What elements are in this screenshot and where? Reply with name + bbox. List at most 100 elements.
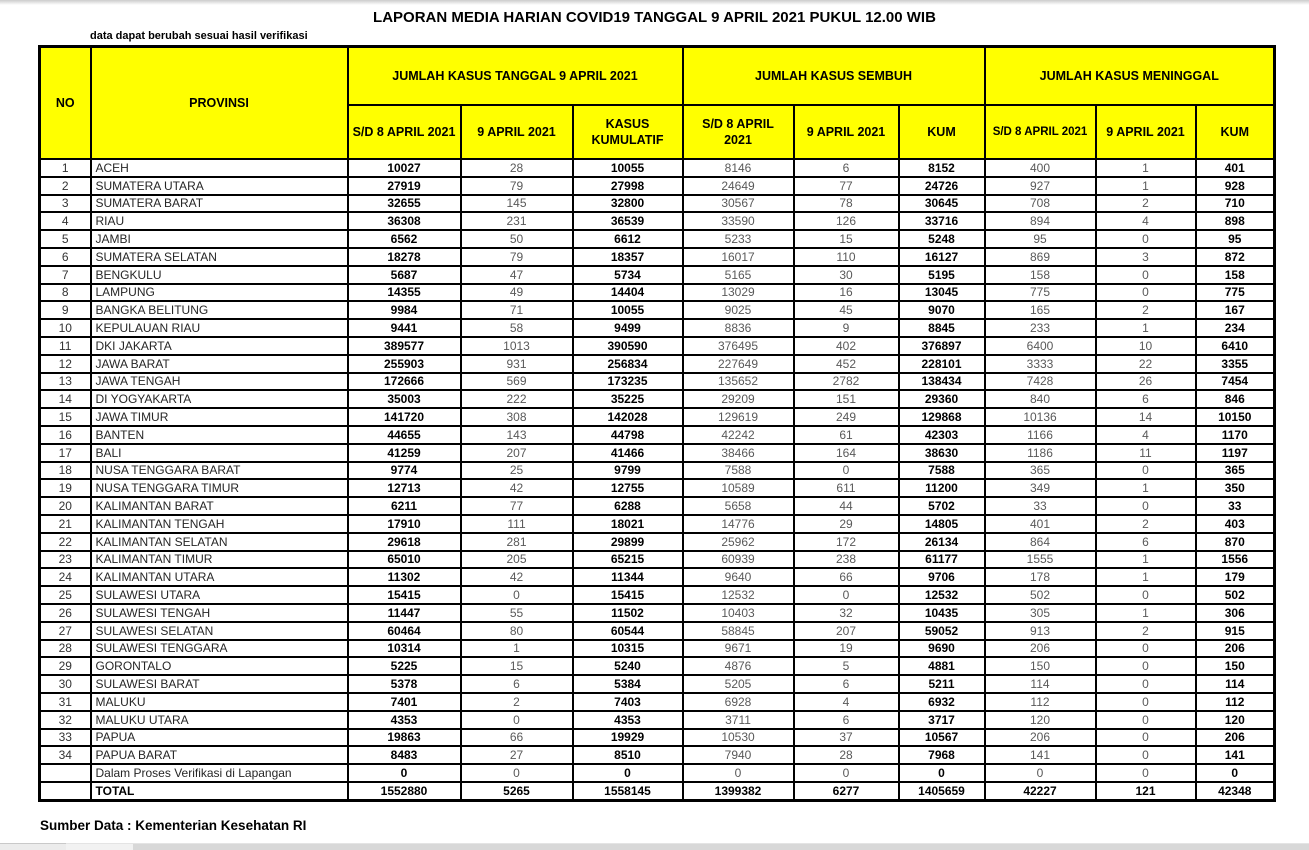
- cell-value: 60544: [571, 620, 684, 641]
- table-row: 28 SULAWESI TENGGARA 10314 1 10315 9671 19 9690…: [38, 638, 1276, 659]
- cell-value: 143: [459, 424, 574, 445]
- cell-value: 65010: [346, 549, 462, 570]
- cell-value: 7454: [1194, 371, 1276, 392]
- table-row: 12 JAWA BARAT 255903 931 256834 227649 452 2281…: [38, 353, 1276, 374]
- province-name: MALUKU UTARA: [89, 709, 349, 730]
- cell-value: 1170: [1194, 424, 1276, 445]
- cell-value: 44655: [346, 424, 462, 445]
- cell-value: 11200: [897, 478, 986, 499]
- cell-value: 256834: [571, 353, 684, 374]
- province-name: BALI: [89, 442, 349, 463]
- table-row: 20 KALIMANTAN BARAT 6211 77 6288 5658 44 5702 33…: [38, 496, 1276, 516]
- subheader-meninggal-9apr: 9 APRIL 2021: [1094, 104, 1197, 160]
- header-group-sembuh: JUMLAH KASUS SEMBUH: [681, 45, 986, 106]
- cell-value: 308: [459, 407, 574, 427]
- cell-value: 178: [983, 567, 1097, 588]
- cell-value: 5240: [571, 656, 684, 677]
- cell-value: 206: [983, 638, 1097, 659]
- cell-value: 6410: [1194, 335, 1276, 356]
- row-number: [38, 780, 92, 802]
- cell-value: 7588: [897, 460, 986, 481]
- cell-value: 249: [792, 407, 900, 427]
- table-row: 7 BENGKULU 5687 47 5734 5165 30 5195 158 0 158: [38, 264, 1276, 285]
- cell-value: 8483: [346, 745, 462, 766]
- cell-value: 0: [1094, 709, 1197, 730]
- cell-value: 5384: [571, 674, 684, 694]
- table-row: 21 KALIMANTAN TENGAH 17910 111 18021 14776 29 1…: [38, 513, 1276, 534]
- cell-value: 65215: [571, 549, 684, 570]
- cell-value: 1: [1094, 158, 1197, 178]
- cell-value: 10027: [346, 158, 462, 178]
- cell-value: 11502: [571, 602, 684, 623]
- province-name: TOTAL: [89, 780, 349, 802]
- row-number: 5: [38, 229, 92, 249]
- cell-value: 5: [792, 656, 900, 677]
- cell-value: 44798: [571, 424, 684, 445]
- province-name: PAPUA: [89, 727, 349, 748]
- row-number: 33: [38, 727, 92, 748]
- cell-value: 58845: [681, 620, 795, 641]
- cell-value: 35225: [571, 389, 684, 410]
- cell-value: 28: [459, 158, 574, 178]
- cell-value: 49: [459, 282, 574, 303]
- cell-value: 19: [792, 638, 900, 659]
- cell-value: 400: [983, 158, 1097, 178]
- cell-value: 42303: [897, 424, 986, 445]
- cell-value: 0: [792, 763, 900, 783]
- cell-value: 150: [1194, 656, 1276, 677]
- row-number: 26: [38, 602, 92, 623]
- province-name: Dalam Proses Verifikasi di Lapangan: [89, 763, 349, 783]
- cell-value: 8152: [897, 158, 986, 178]
- cell-value: 5205: [681, 674, 795, 694]
- cell-value: 10403: [681, 602, 795, 623]
- province-name: NUSA TENGGARA TIMUR: [89, 478, 349, 499]
- horizontal-scrollbar-track[interactable]: [0, 843, 1309, 850]
- cell-value: 37: [792, 727, 900, 748]
- table-row: 4 RIAU 36308 231 36539 33590 126 33716 894 4 898: [38, 211, 1276, 232]
- cell-value: 7403: [571, 691, 684, 712]
- cell-value: 19863: [346, 727, 462, 748]
- cell-value: 33716: [897, 211, 986, 232]
- cell-value: 2: [1094, 300, 1197, 321]
- cell-value: 126: [792, 211, 900, 232]
- cell-value: 775: [1194, 282, 1276, 303]
- province-name: KALIMANTAN BARAT: [89, 496, 349, 516]
- table-row: 5 JAMBI 6562 50 6612 5233 15 5248 95 0 95: [38, 229, 1276, 249]
- row-number: 15: [38, 407, 92, 427]
- header-provinsi: PROVINSI: [89, 45, 349, 160]
- row-number: 10: [38, 318, 92, 338]
- cell-value: 0: [792, 460, 900, 481]
- cell-value: 928: [1194, 175, 1276, 196]
- cell-value: 3333: [983, 353, 1097, 374]
- cell-value: 927: [983, 175, 1097, 196]
- cell-value: 30645: [897, 193, 986, 214]
- horizontal-scrollbar-thumb[interactable]: [133, 844, 1309, 850]
- cell-value: 0: [983, 763, 1097, 783]
- province-name: SUMATERA BARAT: [89, 193, 349, 214]
- cell-value: 2: [1094, 620, 1197, 641]
- cell-value: 864: [983, 531, 1097, 552]
- cell-value: 365: [1194, 460, 1276, 481]
- covid-report-table: NO PROVINSI JUMLAH KASUS TANGGAL 9 APRIL…: [38, 45, 1276, 802]
- cell-value: 138434: [897, 371, 986, 392]
- cell-value: 141: [983, 745, 1097, 766]
- cell-value: 350: [1194, 478, 1276, 499]
- cell-value: 120: [1194, 709, 1276, 730]
- cell-value: 10589: [681, 478, 795, 499]
- source-note: Sumber Data : Kementerian Kesehatan RI: [40, 818, 307, 833]
- province-name: MALUKU: [89, 691, 349, 712]
- cell-value: 1555: [983, 549, 1097, 570]
- cell-value: 306: [1194, 602, 1276, 623]
- table-row: 3 SUMATERA BARAT 32655 145 32800 30567 78 30645…: [38, 193, 1276, 214]
- table-row: 13 JAWA TENGAH 172666 569 173235 135652 2782 13…: [38, 371, 1276, 392]
- cell-value: 30567: [681, 193, 795, 214]
- cell-value: 9671: [681, 638, 795, 659]
- cell-value: 4: [1094, 211, 1197, 232]
- cell-value: 5233: [681, 229, 795, 249]
- cell-value: 502: [1194, 585, 1276, 605]
- row-number: 8: [38, 282, 92, 303]
- cell-value: 1197: [1194, 442, 1276, 463]
- cell-value: 120: [983, 709, 1097, 730]
- cell-value: 9070: [897, 300, 986, 321]
- subheader-sembuh-9apr: 9 APRIL 2021: [792, 104, 900, 160]
